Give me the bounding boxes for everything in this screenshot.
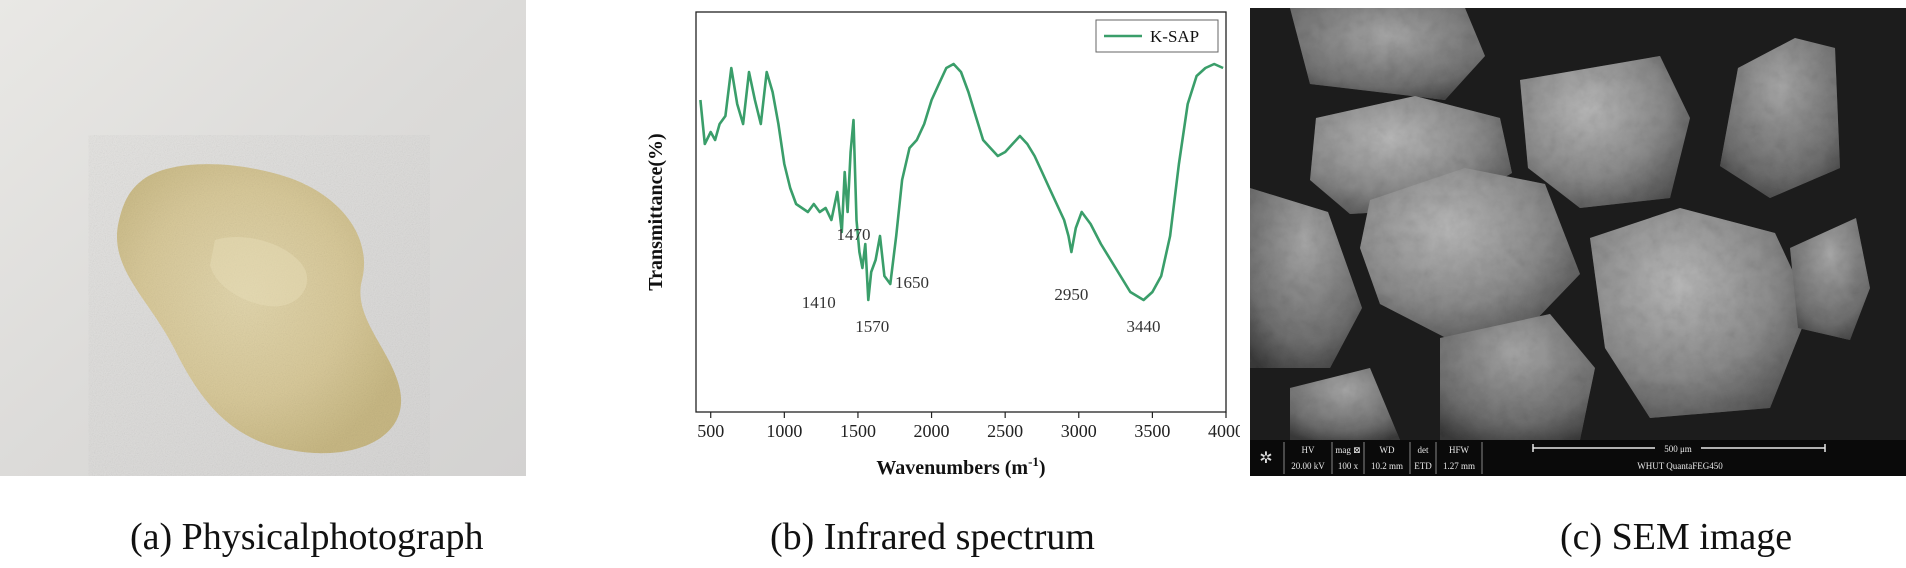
sem-logo-icon: ✲: [1259, 450, 1272, 467]
plot-frame: [695, 11, 1227, 413]
caption-sem-image: (c) SEM image: [1560, 516, 1793, 558]
sem-info-bar: ✲ HV 20.00 kV mag ⊠ 100 x WD 10.2 mm det…: [1250, 440, 1906, 476]
x-tick-label: 500: [697, 421, 724, 441]
sem-instrument: WHUT QuantaFEG450: [1637, 461, 1723, 471]
sem-det-label: det: [1418, 445, 1429, 455]
x-tick-label: 2500: [987, 421, 1023, 441]
caption-infrared-spectrum: (b) Infrared spectrum: [770, 516, 1095, 558]
legend-label-k-sap: K-SAP: [1150, 27, 1199, 46]
x-tick-label: 3000: [1061, 421, 1097, 441]
sem-wd-label: WD: [1380, 445, 1395, 455]
x-tick-label: 1000: [766, 421, 802, 441]
sem-scale-label: 500 μm: [1664, 444, 1692, 454]
x-tick-label: 3500: [1134, 421, 1170, 441]
sem-hfw-label: HFW: [1449, 445, 1470, 455]
x-axis-label: Wavenumbers (m-1): [876, 454, 1045, 479]
caption-physical-photograph: (a) Physicalphotograph: [130, 516, 484, 558]
physical-photograph: [0, 0, 526, 476]
sem-image: ✲ HV 20.00 kV mag ⊠ 100 x WD 10.2 mm det…: [1250, 8, 1906, 476]
peak-label-1570: 1570: [855, 317, 889, 336]
x-tick-label: 4000: [1208, 421, 1240, 441]
peak-label-2950: 2950: [1054, 285, 1088, 304]
peak-label-1470: 1470: [837, 225, 871, 244]
x-tick-label: 1500: [840, 421, 876, 441]
sem-hfw-value: 1.27 mm: [1443, 461, 1475, 471]
sem-mag-value: 100 x: [1338, 461, 1359, 471]
y-axis-label: Transmittance(%): [645, 133, 667, 290]
peak-label-1650: 1650: [895, 273, 929, 292]
sem-mag-label: mag ⊠: [1335, 445, 1360, 455]
sem-wd-value: 10.2 mm: [1371, 461, 1403, 471]
sem-hv-label: HV: [1302, 445, 1315, 455]
peak-label-1410: 1410: [802, 293, 836, 312]
series-line-k-sap: [699, 62, 1224, 302]
infrared-spectrum-chart: 500 1000 1500 2000 2500 3000 3500 4000 1470 1410 1…: [645, 11, 1240, 479]
x-tick-label: 2000: [914, 421, 950, 441]
sem-hv-value: 20.00 kV: [1291, 461, 1325, 471]
sem-det-value: ETD: [1414, 461, 1432, 471]
peak-label-3440: 3440: [1127, 317, 1161, 336]
